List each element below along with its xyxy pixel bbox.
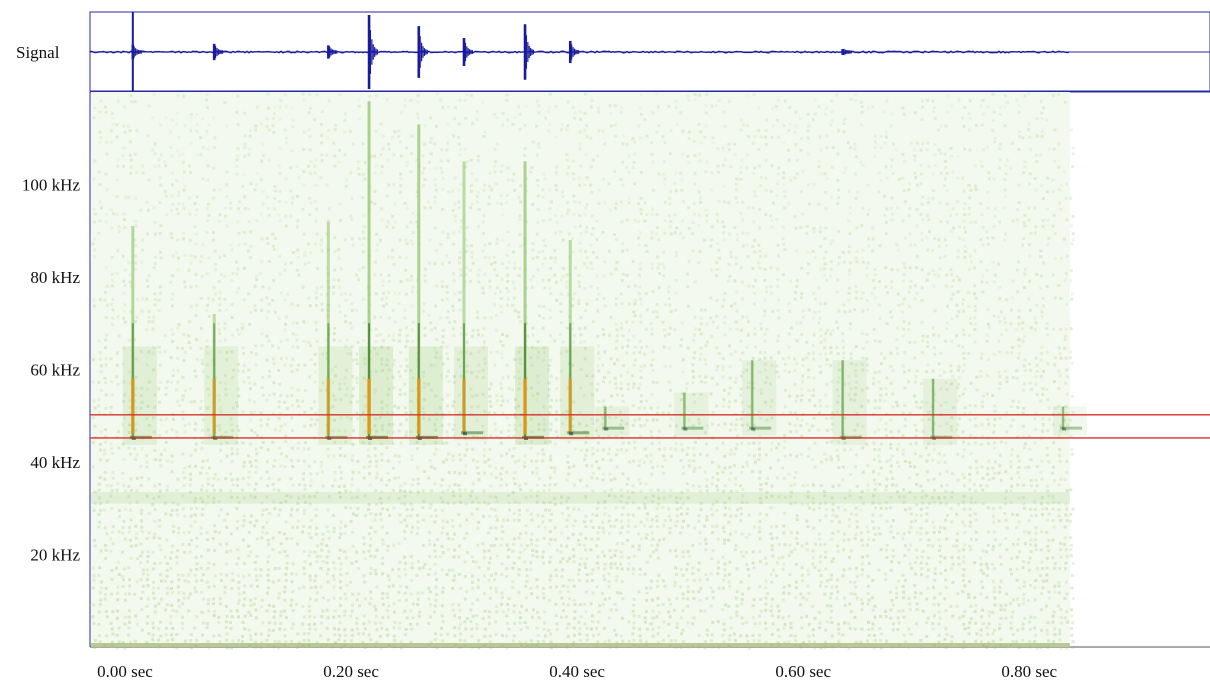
x-tick-label: 0.00 sec — [97, 662, 153, 681]
x-axis: 0.00 sec 0.20 sec 0.40 sec 0.60 sec 0.80 sec — [97, 662, 1057, 681]
spectrogram-noise — [91, 92, 1075, 650]
call-mark-12 — [832, 360, 867, 445]
x-tick-label: 0.20 sec — [323, 662, 379, 681]
call-mark-4 — [359, 101, 394, 445]
call-mark-3 — [318, 221, 353, 445]
noise-background — [91, 92, 1070, 647]
spectrogram-panel — [89, 91, 1210, 650]
noise-band — [91, 492, 1070, 504]
call-mark-7 — [515, 161, 550, 445]
waveform-burst-9 — [841, 48, 852, 56]
signal-panel — [89, 11, 1210, 92]
waveform-burst-2 — [212, 43, 224, 61]
waveform-burst-8 — [568, 40, 580, 64]
waveform-burst-3 — [327, 45, 338, 59]
y-axis: 20 kHz 40 kHz 60 kHz 80 kHz 100 kHz — [22, 176, 81, 565]
x-tick-label: 0.80 sec — [1001, 662, 1057, 681]
call-mark-9 — [595, 406, 630, 436]
signal-label: Signal — [16, 43, 60, 62]
y-tick-label: 20 kHz — [30, 546, 80, 565]
waveform-burst-6 — [462, 37, 473, 67]
y-tick-label: 40 kHz — [30, 453, 80, 472]
x-tick-label: 0.40 sec — [549, 662, 605, 681]
call-mark-5 — [408, 124, 443, 445]
call-mark-2 — [204, 314, 239, 445]
y-tick-label: 80 kHz — [30, 268, 80, 287]
call-mark-1 — [122, 226, 157, 445]
call-mark-10 — [674, 392, 709, 436]
low-frequency-floor — [91, 643, 1070, 647]
call-mark-8 — [560, 240, 595, 441]
noise-field — [91, 92, 1075, 650]
y-tick-label: 100 kHz — [22, 176, 81, 195]
call-mark-13 — [923, 378, 958, 445]
waveform-burst-5 — [417, 26, 428, 78]
y-tick-label: 60 kHz — [30, 361, 80, 380]
call-mark-6 — [454, 161, 488, 441]
spectrogram-calls — [122, 101, 1088, 445]
waveform-burst-4 — [367, 15, 379, 89]
x-tick-label: 0.60 sec — [775, 662, 831, 681]
waveform-burst-7 — [523, 24, 535, 80]
call-mark-11 — [742, 360, 777, 436]
call-mark-14 — [1053, 406, 1088, 436]
frequency-band-markers[interactable] — [90, 414, 1210, 439]
